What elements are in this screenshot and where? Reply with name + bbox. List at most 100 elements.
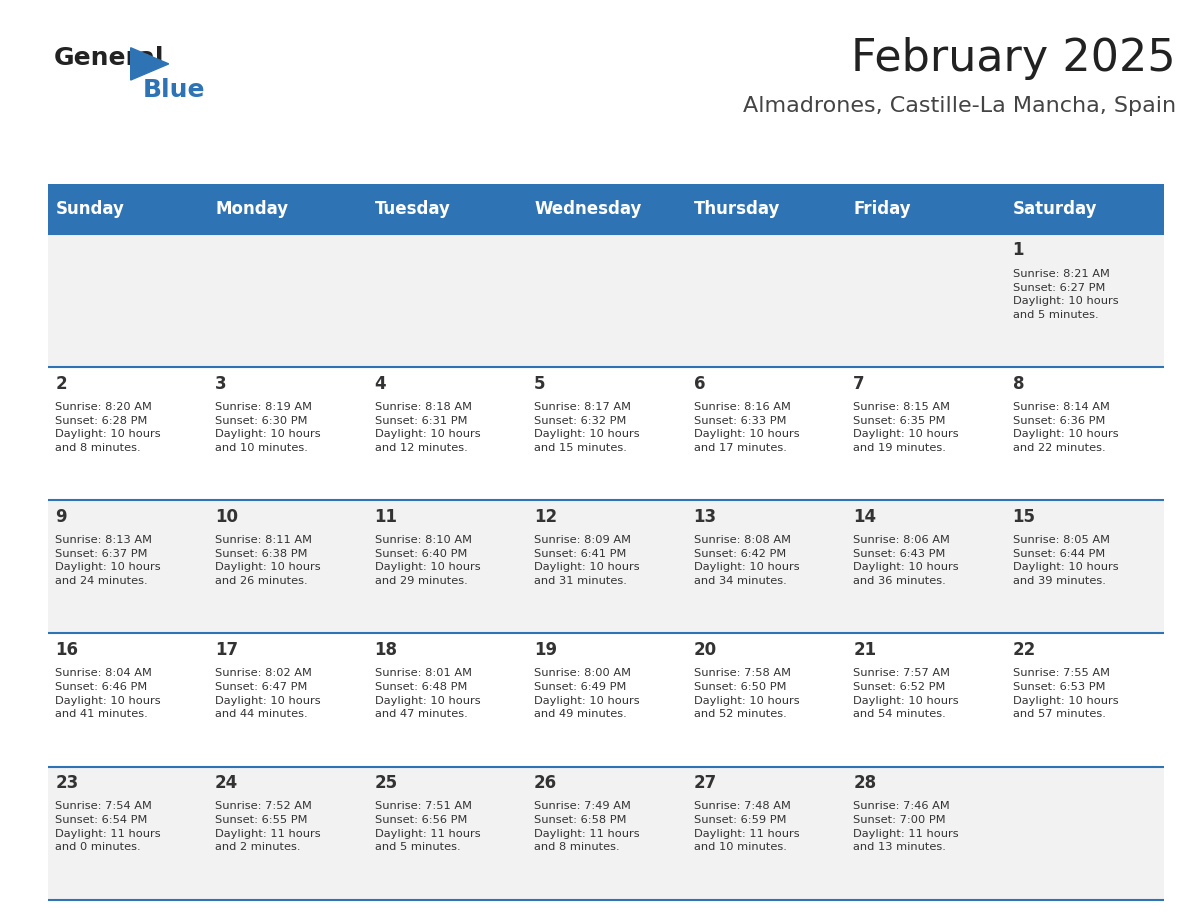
Text: Sunrise: 7:55 AM
Sunset: 6:53 PM
Daylight: 10 hours
and 57 minutes.: Sunrise: 7:55 AM Sunset: 6:53 PM Dayligh…: [1012, 668, 1118, 719]
Text: 20: 20: [694, 641, 716, 659]
FancyBboxPatch shape: [48, 367, 207, 500]
FancyBboxPatch shape: [685, 234, 845, 367]
Text: 12: 12: [535, 508, 557, 526]
Text: Sunrise: 8:18 AM
Sunset: 6:31 PM
Daylight: 10 hours
and 12 minutes.: Sunrise: 8:18 AM Sunset: 6:31 PM Dayligh…: [374, 402, 480, 453]
Text: Wednesday: Wednesday: [535, 200, 642, 218]
Text: 18: 18: [374, 641, 398, 659]
Text: Tuesday: Tuesday: [374, 200, 450, 218]
FancyBboxPatch shape: [207, 767, 367, 900]
Text: Sunrise: 8:13 AM
Sunset: 6:37 PM
Daylight: 10 hours
and 24 minutes.: Sunrise: 8:13 AM Sunset: 6:37 PM Dayligh…: [56, 535, 162, 586]
Text: 5: 5: [535, 375, 545, 393]
FancyBboxPatch shape: [207, 367, 367, 500]
Text: Sunrise: 8:01 AM
Sunset: 6:48 PM
Daylight: 10 hours
and 47 minutes.: Sunrise: 8:01 AM Sunset: 6:48 PM Dayligh…: [374, 668, 480, 719]
FancyBboxPatch shape: [845, 367, 1005, 500]
FancyBboxPatch shape: [526, 184, 685, 234]
Text: Sunrise: 7:48 AM
Sunset: 6:59 PM
Daylight: 11 hours
and 10 minutes.: Sunrise: 7:48 AM Sunset: 6:59 PM Dayligh…: [694, 801, 800, 852]
Text: Sunrise: 7:49 AM
Sunset: 6:58 PM
Daylight: 11 hours
and 8 minutes.: Sunrise: 7:49 AM Sunset: 6:58 PM Dayligh…: [535, 801, 639, 852]
Text: 27: 27: [694, 774, 716, 792]
FancyBboxPatch shape: [526, 633, 685, 767]
FancyBboxPatch shape: [48, 234, 207, 367]
FancyBboxPatch shape: [845, 184, 1005, 234]
Text: Sunrise: 8:04 AM
Sunset: 6:46 PM
Daylight: 10 hours
and 41 minutes.: Sunrise: 8:04 AM Sunset: 6:46 PM Dayligh…: [56, 668, 162, 719]
Text: 8: 8: [1012, 375, 1024, 393]
Text: 25: 25: [374, 774, 398, 792]
FancyBboxPatch shape: [685, 767, 845, 900]
Text: Blue: Blue: [143, 78, 206, 102]
FancyBboxPatch shape: [1005, 367, 1164, 500]
Text: Friday: Friday: [853, 200, 911, 218]
Text: Sunrise: 8:21 AM
Sunset: 6:27 PM
Daylight: 10 hours
and 5 minutes.: Sunrise: 8:21 AM Sunset: 6:27 PM Dayligh…: [1012, 269, 1118, 319]
Text: Sunrise: 7:46 AM
Sunset: 7:00 PM
Daylight: 11 hours
and 13 minutes.: Sunrise: 7:46 AM Sunset: 7:00 PM Dayligh…: [853, 801, 959, 852]
Text: Sunrise: 8:00 AM
Sunset: 6:49 PM
Daylight: 10 hours
and 49 minutes.: Sunrise: 8:00 AM Sunset: 6:49 PM Dayligh…: [535, 668, 639, 719]
Text: Sunrise: 7:51 AM
Sunset: 6:56 PM
Daylight: 11 hours
and 5 minutes.: Sunrise: 7:51 AM Sunset: 6:56 PM Dayligh…: [374, 801, 480, 852]
Text: 10: 10: [215, 508, 238, 526]
Text: Sunrise: 8:05 AM
Sunset: 6:44 PM
Daylight: 10 hours
and 39 minutes.: Sunrise: 8:05 AM Sunset: 6:44 PM Dayligh…: [1012, 535, 1118, 586]
Text: Almadrones, Castille-La Mancha, Spain: Almadrones, Castille-La Mancha, Spain: [742, 96, 1176, 117]
Text: Saturday: Saturday: [1012, 200, 1098, 218]
Text: 9: 9: [56, 508, 67, 526]
Text: 17: 17: [215, 641, 238, 659]
FancyBboxPatch shape: [685, 500, 845, 633]
FancyBboxPatch shape: [526, 367, 685, 500]
FancyBboxPatch shape: [526, 500, 685, 633]
Text: Monday: Monday: [215, 200, 289, 218]
Text: 4: 4: [374, 375, 386, 393]
Polygon shape: [131, 48, 169, 80]
Text: Sunrise: 8:08 AM
Sunset: 6:42 PM
Daylight: 10 hours
and 34 minutes.: Sunrise: 8:08 AM Sunset: 6:42 PM Dayligh…: [694, 535, 800, 586]
Text: Thursday: Thursday: [694, 200, 781, 218]
FancyBboxPatch shape: [207, 184, 367, 234]
FancyBboxPatch shape: [685, 367, 845, 500]
Text: 14: 14: [853, 508, 877, 526]
Text: Sunrise: 8:19 AM
Sunset: 6:30 PM
Daylight: 10 hours
and 10 minutes.: Sunrise: 8:19 AM Sunset: 6:30 PM Dayligh…: [215, 402, 321, 453]
Text: Sunrise: 8:17 AM
Sunset: 6:32 PM
Daylight: 10 hours
and 15 minutes.: Sunrise: 8:17 AM Sunset: 6:32 PM Dayligh…: [535, 402, 639, 453]
FancyBboxPatch shape: [367, 633, 526, 767]
Text: 21: 21: [853, 641, 877, 659]
FancyBboxPatch shape: [48, 633, 207, 767]
Text: 3: 3: [215, 375, 227, 393]
Text: 22: 22: [1012, 641, 1036, 659]
FancyBboxPatch shape: [367, 234, 526, 367]
FancyBboxPatch shape: [1005, 500, 1164, 633]
Text: Sunrise: 8:15 AM
Sunset: 6:35 PM
Daylight: 10 hours
and 19 minutes.: Sunrise: 8:15 AM Sunset: 6:35 PM Dayligh…: [853, 402, 959, 453]
Text: Sunrise: 8:06 AM
Sunset: 6:43 PM
Daylight: 10 hours
and 36 minutes.: Sunrise: 8:06 AM Sunset: 6:43 PM Dayligh…: [853, 535, 959, 586]
Text: 26: 26: [535, 774, 557, 792]
Text: Sunrise: 8:10 AM
Sunset: 6:40 PM
Daylight: 10 hours
and 29 minutes.: Sunrise: 8:10 AM Sunset: 6:40 PM Dayligh…: [374, 535, 480, 586]
Text: 24: 24: [215, 774, 239, 792]
FancyBboxPatch shape: [367, 500, 526, 633]
FancyBboxPatch shape: [207, 500, 367, 633]
FancyBboxPatch shape: [48, 767, 207, 900]
Text: 2: 2: [56, 375, 67, 393]
Text: Sunrise: 8:20 AM
Sunset: 6:28 PM
Daylight: 10 hours
and 8 minutes.: Sunrise: 8:20 AM Sunset: 6:28 PM Dayligh…: [56, 402, 162, 453]
FancyBboxPatch shape: [207, 633, 367, 767]
Text: 6: 6: [694, 375, 706, 393]
Text: Sunday: Sunday: [56, 200, 125, 218]
FancyBboxPatch shape: [207, 234, 367, 367]
Text: Sunrise: 8:14 AM
Sunset: 6:36 PM
Daylight: 10 hours
and 22 minutes.: Sunrise: 8:14 AM Sunset: 6:36 PM Dayligh…: [1012, 402, 1118, 453]
FancyBboxPatch shape: [526, 234, 685, 367]
Text: 28: 28: [853, 774, 877, 792]
FancyBboxPatch shape: [1005, 767, 1164, 900]
Text: 19: 19: [535, 641, 557, 659]
Text: 15: 15: [1012, 508, 1036, 526]
FancyBboxPatch shape: [685, 184, 845, 234]
FancyBboxPatch shape: [845, 500, 1005, 633]
Text: Sunrise: 8:11 AM
Sunset: 6:38 PM
Daylight: 10 hours
and 26 minutes.: Sunrise: 8:11 AM Sunset: 6:38 PM Dayligh…: [215, 535, 321, 586]
Text: 16: 16: [56, 641, 78, 659]
FancyBboxPatch shape: [1005, 633, 1164, 767]
FancyBboxPatch shape: [1005, 184, 1164, 234]
Text: 13: 13: [694, 508, 716, 526]
Text: Sunrise: 8:02 AM
Sunset: 6:47 PM
Daylight: 10 hours
and 44 minutes.: Sunrise: 8:02 AM Sunset: 6:47 PM Dayligh…: [215, 668, 321, 719]
Text: General: General: [53, 46, 164, 70]
Text: Sunrise: 7:52 AM
Sunset: 6:55 PM
Daylight: 11 hours
and 2 minutes.: Sunrise: 7:52 AM Sunset: 6:55 PM Dayligh…: [215, 801, 321, 852]
FancyBboxPatch shape: [48, 184, 207, 234]
Text: February 2025: February 2025: [852, 37, 1176, 80]
FancyBboxPatch shape: [526, 767, 685, 900]
Text: 11: 11: [374, 508, 398, 526]
Text: Sunrise: 8:16 AM
Sunset: 6:33 PM
Daylight: 10 hours
and 17 minutes.: Sunrise: 8:16 AM Sunset: 6:33 PM Dayligh…: [694, 402, 800, 453]
Text: Sunrise: 7:54 AM
Sunset: 6:54 PM
Daylight: 11 hours
and 0 minutes.: Sunrise: 7:54 AM Sunset: 6:54 PM Dayligh…: [56, 801, 162, 852]
Text: 7: 7: [853, 375, 865, 393]
FancyBboxPatch shape: [367, 767, 526, 900]
FancyBboxPatch shape: [367, 184, 526, 234]
FancyBboxPatch shape: [48, 500, 207, 633]
Text: 23: 23: [56, 774, 78, 792]
